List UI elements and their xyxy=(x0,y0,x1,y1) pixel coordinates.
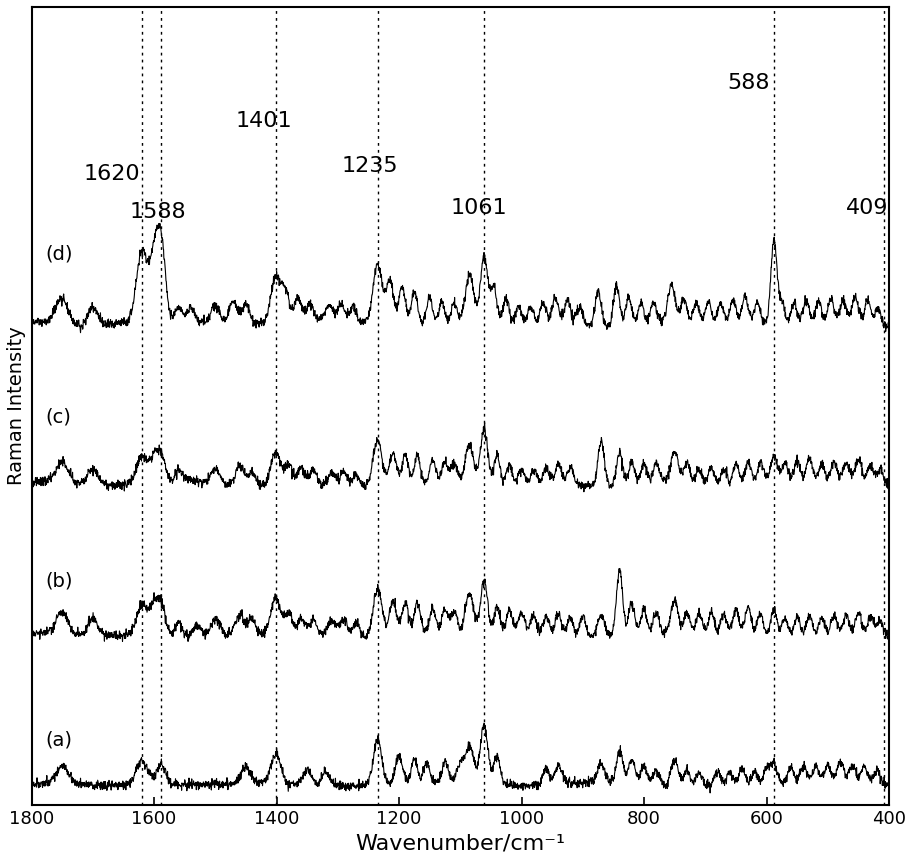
Text: (b): (b) xyxy=(45,571,72,590)
Text: 1235: 1235 xyxy=(341,157,398,176)
Text: (c): (c) xyxy=(45,408,71,427)
Text: (a): (a) xyxy=(45,730,72,750)
Text: 588: 588 xyxy=(727,73,770,93)
Text: 1061: 1061 xyxy=(450,199,507,218)
Text: 409: 409 xyxy=(846,199,889,218)
Text: 1401: 1401 xyxy=(236,111,292,131)
Y-axis label: Raman Intensity: Raman Intensity xyxy=(7,327,26,485)
X-axis label: Wavenumber/cm⁻¹: Wavenumber/cm⁻¹ xyxy=(355,833,565,853)
Text: (d): (d) xyxy=(45,244,72,263)
Text: 1620: 1620 xyxy=(84,164,141,184)
Text: 1588: 1588 xyxy=(130,202,186,222)
